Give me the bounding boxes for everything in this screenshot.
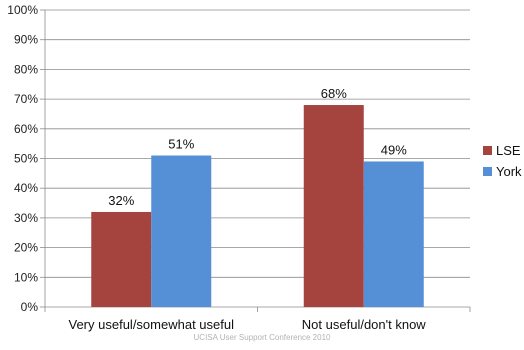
bar-lse <box>303 105 364 307</box>
data-label: 68% <box>321 86 347 101</box>
legend-swatch-york <box>483 167 492 176</box>
legend-label: York <box>496 164 522 179</box>
y-tick-label: 80% <box>14 62 38 76</box>
data-labels: 32% 51% 68% 49% <box>108 86 407 208</box>
y-tick-label: 0% <box>21 300 39 314</box>
y-tick-label: 40% <box>14 181 38 195</box>
legend-label: LSE <box>496 143 521 158</box>
legend-swatch-lse <box>483 146 492 155</box>
x-axis-categories: Very useful/somewhat useful Not useful/do… <box>69 317 427 332</box>
data-label: 49% <box>381 142 407 157</box>
bar-york <box>151 155 212 307</box>
y-tick-label: 100% <box>7 3 38 17</box>
bar-lse <box>91 211 152 307</box>
y-tick-label: 30% <box>14 211 38 225</box>
y-axis-ticks: 0% 10% 20% 30% 40% 50% 60% 70% 80% 90% 100% <box>7 3 38 314</box>
data-label: 51% <box>168 137 194 152</box>
category-label: Very useful/somewhat useful <box>69 317 235 332</box>
y-tick-label: 50% <box>14 152 38 166</box>
y-tick-label: 20% <box>14 241 38 255</box>
data-label: 32% <box>108 193 134 208</box>
y-tick-label: 70% <box>14 92 38 106</box>
legend: LSE York <box>483 143 522 179</box>
y-tick-label: 60% <box>14 122 38 136</box>
y-tick-label: 10% <box>14 270 38 284</box>
bar-york <box>363 161 424 307</box>
footer-text: UCISA User Support Conference 2010 <box>193 333 331 342</box>
y-tick-label: 90% <box>14 33 38 47</box>
category-label: Not useful/don't know <box>302 317 426 332</box>
bars <box>91 105 424 307</box>
